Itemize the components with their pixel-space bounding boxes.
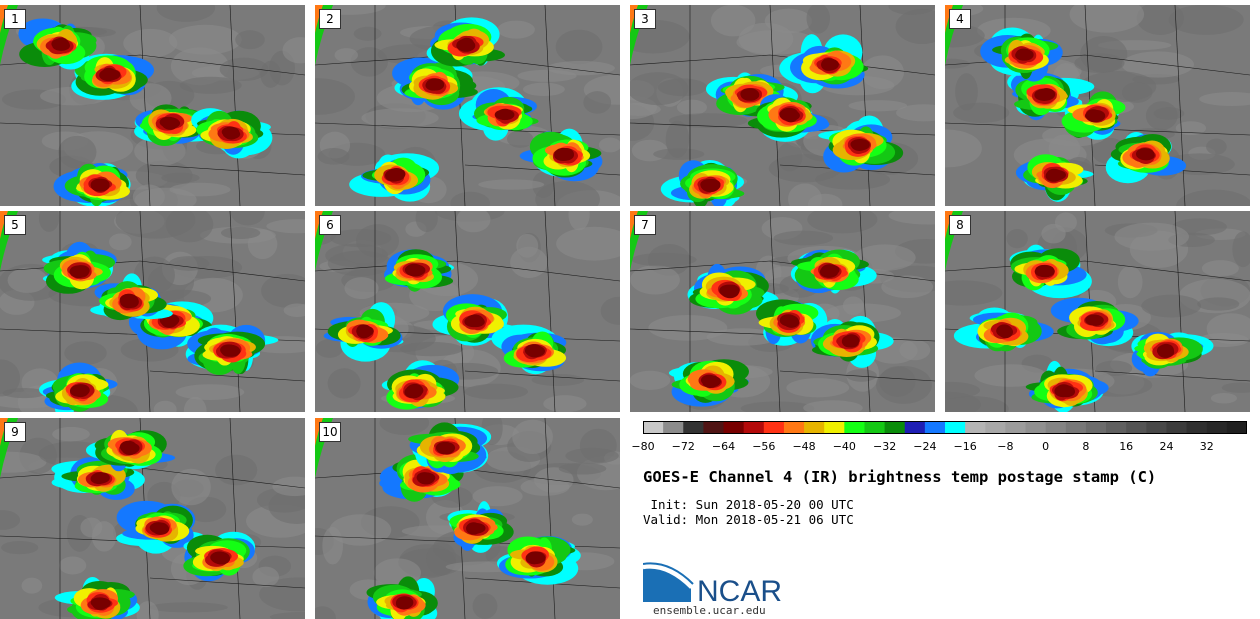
colorbar-swatch bbox=[904, 421, 926, 434]
member-label: 8 bbox=[949, 215, 971, 235]
colorbar-swatch bbox=[824, 421, 845, 434]
member-label: 1 bbox=[4, 9, 26, 29]
colorbar-tick-label: −64 bbox=[711, 440, 736, 453]
colorbar-tick-label: −32 bbox=[872, 440, 897, 453]
member-label: 2 bbox=[319, 9, 341, 29]
colorbar-tick-label: 0 bbox=[1042, 440, 1050, 453]
colorbar-swatch bbox=[763, 421, 785, 434]
member-label: 5 bbox=[4, 215, 26, 235]
member-panel-4: 4 bbox=[945, 5, 1250, 206]
colorbar-tick-label: −48 bbox=[792, 440, 816, 453]
colorbar-swatch bbox=[884, 421, 906, 434]
colorbar-tick-label: −72 bbox=[671, 440, 695, 453]
colorbar-swatch bbox=[1085, 421, 1107, 434]
ir-satellite-map bbox=[0, 211, 305, 412]
colorbar-swatch bbox=[643, 421, 664, 434]
member-label: 7 bbox=[634, 215, 656, 235]
ir-satellite-map bbox=[315, 211, 620, 412]
member-panel-10: 10 bbox=[315, 418, 620, 619]
colorbar-swatch bbox=[663, 421, 684, 434]
ir-satellite-map bbox=[315, 418, 620, 619]
colorbar-tick-label: −8 bbox=[997, 440, 1014, 453]
member-panel-9: 9 bbox=[0, 418, 305, 619]
colorbar-swatch bbox=[1005, 421, 1027, 434]
colorbar-tick-label: 8 bbox=[1082, 440, 1090, 453]
colorbar-swatch bbox=[1226, 421, 1247, 434]
ir-satellite-map bbox=[315, 5, 620, 206]
colorbar-tick-label: −40 bbox=[832, 440, 856, 453]
colorbar-tick-label: −16 bbox=[953, 440, 977, 453]
colorbar-swatch bbox=[985, 421, 1006, 434]
ir-satellite-map bbox=[0, 418, 305, 619]
member-panel-3: 3 bbox=[630, 5, 935, 206]
colorbar-swatch bbox=[1166, 421, 1188, 434]
page-title: GOES-E Channel 4 (IR) brightness temp po… bbox=[643, 468, 1157, 486]
ir-satellite-map bbox=[0, 5, 305, 206]
colorbar-swatch bbox=[743, 421, 765, 434]
member-label: 9 bbox=[4, 422, 26, 442]
colorbar-swatch bbox=[945, 421, 966, 434]
colorbar-tick-label: 16 bbox=[1119, 440, 1134, 453]
colorbar-swatch bbox=[844, 421, 866, 434]
colorbar-swatch bbox=[1106, 421, 1127, 434]
colorbar-swatch bbox=[683, 421, 704, 434]
colorbar-tick-label: 32 bbox=[1199, 440, 1214, 453]
init-time: Init: Sun 2018-05-20 00 UTC bbox=[643, 497, 854, 512]
colorbar-swatch bbox=[965, 421, 986, 434]
colorbar-swatch bbox=[1045, 421, 1067, 434]
colorbar-tick-label: −80 bbox=[631, 440, 655, 453]
ir-satellite-map bbox=[630, 211, 935, 412]
colorbar-swatch bbox=[1206, 421, 1228, 434]
colorbar-swatch bbox=[1146, 421, 1168, 434]
member-label: 6 bbox=[319, 215, 341, 235]
ir-satellite-map bbox=[630, 5, 935, 206]
member-panel-7: 7 bbox=[630, 211, 935, 412]
svg-text:NCAR: NCAR bbox=[697, 575, 782, 604]
member-label: 3 bbox=[634, 9, 656, 29]
colorbar-swatch bbox=[703, 421, 725, 434]
member-label: 10 bbox=[319, 422, 341, 442]
colorbar-swatch bbox=[783, 421, 805, 434]
member-panel-8: 8 bbox=[945, 211, 1250, 412]
member-panel-1: 1 bbox=[0, 5, 305, 206]
colorbar-tick-label: −24 bbox=[913, 440, 937, 453]
member-panel-6: 6 bbox=[315, 211, 620, 412]
colorbar-swatch bbox=[1065, 421, 1087, 434]
colorbar-swatch bbox=[1186, 421, 1208, 434]
member-label: 4 bbox=[949, 9, 971, 29]
site-url: ensemble.ucar.edu bbox=[653, 604, 766, 617]
colorbar-swatch bbox=[804, 421, 825, 434]
member-panel-2: 2 bbox=[315, 5, 620, 206]
colorbar-swatch bbox=[924, 421, 946, 434]
colorbar-tick-label: 24 bbox=[1159, 440, 1174, 453]
colorbar-swatch bbox=[723, 421, 745, 434]
ir-satellite-map bbox=[945, 211, 1250, 412]
colorbar-swatch bbox=[864, 421, 886, 434]
ncar-logo: NCAR bbox=[643, 562, 782, 604]
colorbar-tick-label: −56 bbox=[752, 440, 776, 453]
colorbar-swatch bbox=[1126, 421, 1147, 434]
colorbar-swatch bbox=[1025, 421, 1047, 434]
valid-time: Valid: Mon 2018-05-21 06 UTC bbox=[643, 512, 854, 527]
temperature-colorbar bbox=[643, 421, 1247, 434]
member-panel-5: 5 bbox=[0, 211, 305, 412]
ir-satellite-map bbox=[945, 5, 1250, 206]
